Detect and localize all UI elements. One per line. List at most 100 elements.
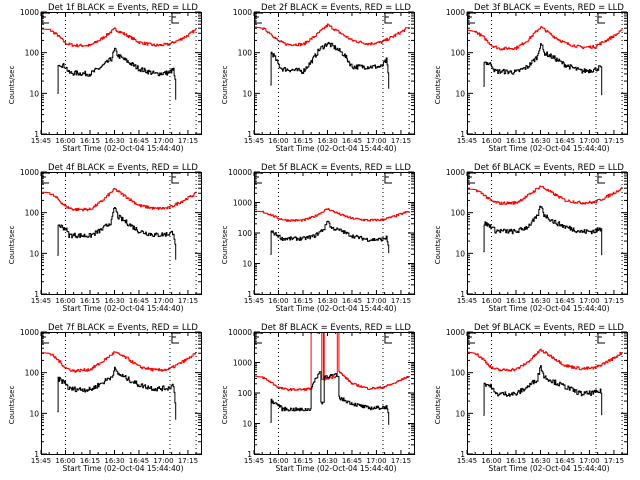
y-tick-label: 1: [460, 290, 465, 299]
x-tick-label: 17:00: [366, 457, 386, 465]
series-line-lld: [254, 208, 410, 222]
e-bracket-marker: [384, 12, 392, 24]
e-bracket-marker: [171, 12, 179, 24]
e-bracket-marker: [171, 332, 179, 344]
x-tick-label: 16:00: [481, 457, 501, 465]
x-tick-label: 16:00: [268, 297, 288, 305]
y-tick-label: 10: [242, 420, 252, 429]
x-tick-label: 16:15: [293, 137, 313, 145]
y-tick-label: 10: [29, 89, 39, 98]
e-bracket-marker: [384, 332, 392, 344]
y-tick-label: 1000: [233, 199, 252, 208]
plot-panel-8: Det 8f BLACK = Events, RED = LLD 15:45 16:…: [221, 323, 415, 473]
x-axis-label: Start Time (02-Oct-04 15:44:40): [62, 144, 183, 153]
x-tick-label: 17:15: [178, 297, 198, 305]
plot-panel-6: Det 6f BLACK = Events, RED = LLD 15:45 16:…: [434, 163, 628, 313]
x-tick-label: 16:30: [530, 297, 550, 305]
x-axis-label: Start Time (02-Oct-04 15:44:40): [275, 304, 396, 313]
y-tick-label: 100: [238, 389, 253, 398]
x-tick-label: 16:00: [55, 297, 75, 305]
x-tick-label: 16:15: [80, 457, 100, 465]
series-line-lld: [41, 27, 197, 48]
y-tick-label: 10: [242, 260, 252, 269]
y-axis-label: Counts/sec: [221, 226, 229, 265]
series-line-lld: [41, 187, 197, 212]
series-line-lld: [254, 332, 410, 392]
y-tick-label: 1000: [233, 359, 252, 368]
y-tick-label: 1: [247, 290, 252, 299]
y-tick-label: 1: [247, 450, 252, 459]
x-tick-label: 16:45: [129, 297, 149, 305]
series-line-events: [483, 43, 603, 96]
x-tick-label: 16:00: [481, 297, 501, 305]
x-tick-label: 17:15: [178, 457, 198, 465]
y-axis-label: Counts/sec: [8, 386, 16, 425]
y-tick-label: 100: [238, 229, 253, 238]
e-bracket-marker: [171, 172, 179, 184]
plot-panel-5: Det 5f BLACK = Events, RED = LLD 15:45 16:…: [221, 163, 415, 313]
y-tick-label: 1000: [446, 168, 465, 177]
y-tick-label: 100: [25, 49, 40, 58]
x-tick-label: 16:00: [481, 137, 501, 145]
x-tick-label: 16:15: [506, 297, 526, 305]
plot-panel-3: Det 3f BLACK = Events, RED = LLD 15:45 16:…: [434, 3, 628, 153]
x-tick-label: 16:45: [129, 137, 149, 145]
x-tick-label: 17:00: [153, 297, 173, 305]
plot-panel-4: Det 4f BLACK = Events, RED = LLD 15:45 16:…: [8, 163, 202, 313]
y-tick-label: 10: [29, 249, 39, 258]
x-tick-label: 15:45: [457, 297, 477, 305]
x-tick-label: 16:30: [530, 457, 550, 465]
x-tick-label: 17:15: [391, 137, 411, 145]
e-bracket-marker: [597, 172, 605, 184]
x-tick-label: 17:15: [604, 457, 624, 465]
x-axis-label: Start Time (02-Oct-04 15:44:40): [62, 464, 183, 473]
x-tick-label: 16:30: [530, 137, 550, 145]
x-tick-label: 15:45: [457, 137, 477, 145]
plot-title: Det 7f BLACK = Events, RED = LLD: [48, 323, 198, 333]
series-line-events: [270, 41, 390, 89]
x-axis-label: Start Time (02-Oct-04 15:44:40): [275, 464, 396, 473]
plot-panel-7: Det 7f BLACK = Events, RED = LLD 15:45 16:…: [8, 323, 202, 473]
plot-panel-1: Det 1f BLACK = Events, RED = LLD 15:45 16:…: [8, 3, 202, 153]
x-tick-label: 17:15: [604, 137, 624, 145]
x-tick-label: 16:00: [55, 137, 75, 145]
x-axis-label: Start Time (02-Oct-04 15:44:40): [488, 464, 609, 473]
x-tick-label: 16:30: [104, 297, 124, 305]
x-tick-label: 16:00: [268, 457, 288, 465]
x-tick-label: 17:00: [579, 137, 599, 145]
plot-title: Det 1f BLACK = Events, RED = LLD: [48, 3, 198, 13]
x-tick-label: 16:45: [342, 457, 362, 465]
x-tick-label: 16:30: [317, 137, 337, 145]
plot-panel-2: Det 2f BLACK = Events, RED = LLD 15:45 16:…: [221, 3, 415, 153]
e-bracket-marker: [597, 12, 605, 24]
x-tick-label: 16:15: [293, 457, 313, 465]
x-tick-label: 17:15: [391, 297, 411, 305]
y-axis-label: Counts/sec: [434, 386, 442, 425]
x-tick-label: 16:45: [555, 457, 575, 465]
y-tick-label: 10: [29, 409, 39, 418]
x-axis-label: Start Time (02-Oct-04 15:44:40): [488, 144, 609, 153]
y-tick-label: 1: [460, 450, 465, 459]
y-axis-label: Counts/sec: [8, 66, 16, 105]
x-tick-label: 16:45: [555, 297, 575, 305]
y-tick-label: 1: [247, 130, 252, 139]
y-axis-label: Counts/sec: [8, 226, 16, 265]
y-tick-label: 1000: [446, 328, 465, 337]
y-tick-label: 10: [455, 409, 465, 418]
x-tick-label: 16:45: [129, 457, 149, 465]
plot-title: Det 2f BLACK = Events, RED = LLD: [261, 3, 411, 13]
y-tick-label: 1: [460, 130, 465, 139]
x-tick-label: 17:00: [579, 457, 599, 465]
y-tick-label: 10000: [228, 328, 252, 337]
x-tick-label: 16:00: [55, 457, 75, 465]
x-tick-label: 17:00: [366, 137, 386, 145]
x-tick-label: 16:15: [506, 137, 526, 145]
y-tick-label: 1000: [233, 8, 252, 17]
x-axis-label: Start Time (02-Oct-04 15:44:40): [62, 304, 183, 313]
y-tick-label: 10: [242, 89, 252, 98]
series-line-events: [57, 207, 177, 260]
y-tick-label: 100: [451, 209, 466, 218]
y-tick-label: 1: [34, 130, 39, 139]
y-tick-label: 1000: [20, 8, 39, 17]
